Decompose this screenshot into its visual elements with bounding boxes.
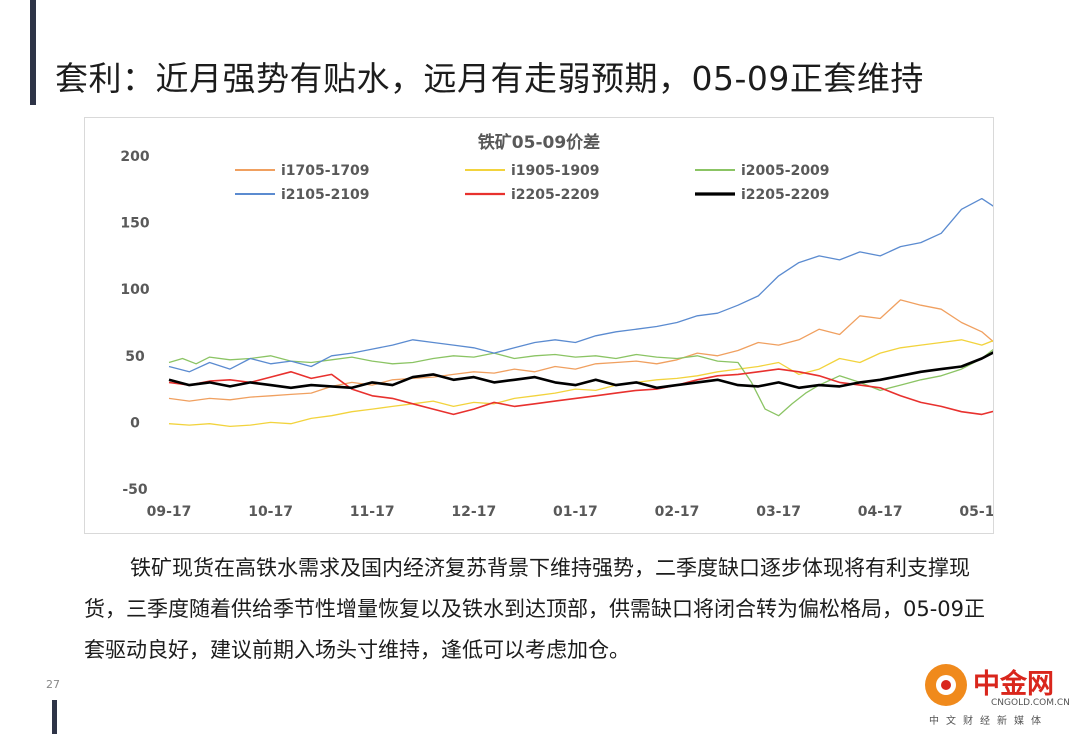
- chart-title: 铁矿05-09价差: [478, 132, 600, 153]
- accent-bar-top: [30, 0, 36, 105]
- x-tick-label: 03-17: [756, 504, 801, 520]
- series-line-1: [168, 339, 993, 428]
- logo-domain: CNGOLD.COM.CN: [991, 698, 1070, 708]
- x-tick-label: 01-17: [553, 504, 598, 520]
- y-tick-label: 0: [130, 415, 140, 431]
- legend-label: i1705-1709: [281, 163, 370, 179]
- series-line-3: [168, 197, 993, 373]
- y-tick-label: 150: [120, 216, 149, 232]
- series-line-0: [168, 299, 993, 402]
- watermark-logo: 中金网 CNGOLD.COM.CN 中文财经新媒体: [925, 662, 1075, 732]
- legend-label: i1905-1909: [511, 163, 600, 179]
- series-line-5: [168, 351, 993, 390]
- logo-name: 中金网: [973, 669, 1054, 700]
- x-tick-label: 04-17: [858, 504, 903, 520]
- x-tick-label: 09-17: [147, 504, 192, 520]
- page-number: 27: [46, 678, 60, 691]
- chart-container: 铁矿05-09价差 -50 0 50 100 150 200 09-17 10-17 11-17 1…: [84, 117, 994, 534]
- legend-label: i2205-2209: [511, 187, 600, 203]
- x-tick-label: 02-17: [655, 504, 700, 520]
- logo-tagline: 中文财经新媒体: [929, 716, 1048, 727]
- x-tick-label: 12-17: [451, 504, 496, 520]
- legend-label: i2205-2209: [741, 187, 830, 203]
- series-line-2: [168, 348, 993, 417]
- y-tick-label: 50: [125, 349, 145, 365]
- logo-mark-icon: [925, 664, 967, 706]
- spread-line-chart: 铁矿05-09价差 -50 0 50 100 150 200 09-17 10-17 11-17 1…: [120, 132, 993, 520]
- y-tick-label: -50: [122, 482, 148, 498]
- y-tick-label: 100: [120, 282, 149, 298]
- legend-label: i2105-2109: [281, 187, 370, 203]
- accent-bar-bottom: [52, 700, 57, 734]
- series-line-4: [168, 368, 993, 416]
- x-tick-label: 11-17: [350, 504, 395, 520]
- legend-label: i2005-2009: [741, 163, 830, 179]
- y-tick-label: 200: [120, 149, 149, 165]
- paragraph-text: 铁矿现货在高铁水需求及国内经济复苏背景下维持强势，二季度缺口逐步体现将有利支撑现…: [84, 556, 986, 662]
- x-tick-label: 05-17: [959, 504, 993, 520]
- slide-title: 套利：近月强势有贴水，远月有走弱预期，05-09正套维持: [55, 59, 924, 98]
- body-paragraph: 铁矿现货在高铁水需求及国内经济复苏背景下维持强势，二季度缺口逐步体现将有利支撑现…: [84, 548, 989, 671]
- x-tick-label: 10-17: [248, 504, 293, 520]
